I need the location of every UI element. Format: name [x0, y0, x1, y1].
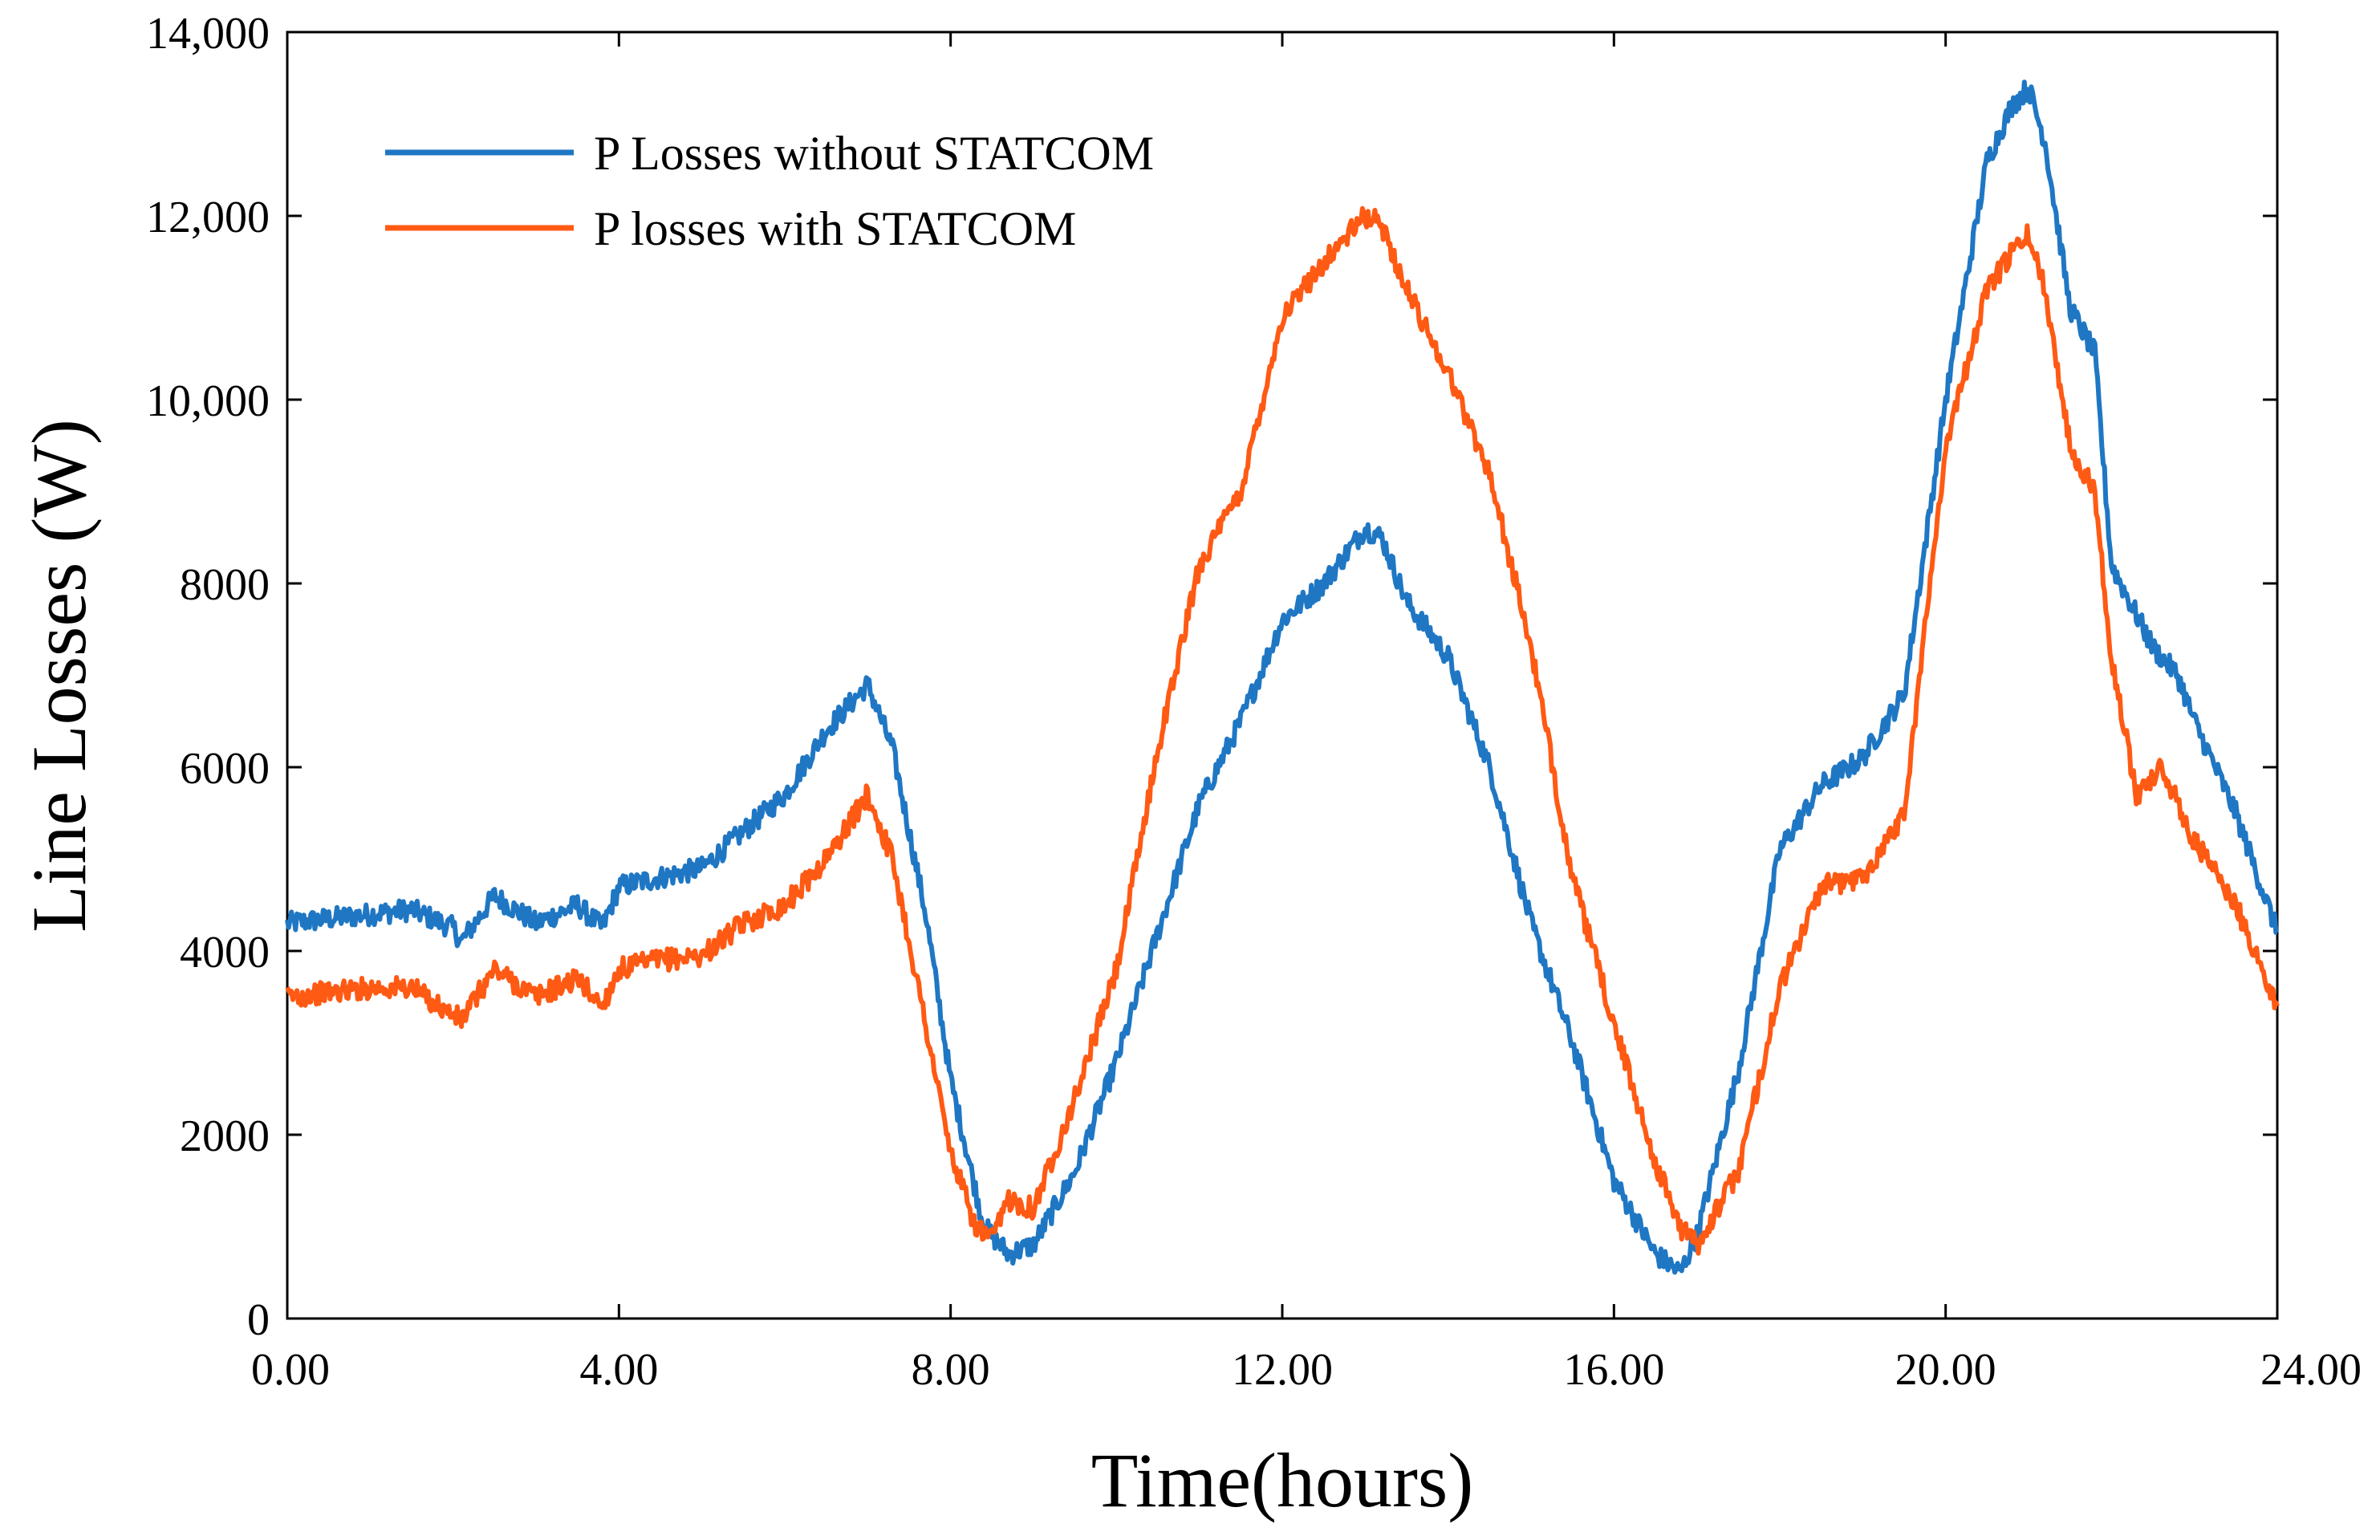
plot-frame	[286, 30, 2279, 1320]
legend-label-without-statcom: P Losses without STATCOM	[594, 127, 1154, 180]
series-lines	[285, 79, 2280, 1275]
y-tick-label: 14,000	[146, 9, 270, 59]
x-tick-label: 20.00	[1895, 1345, 1996, 1395]
y-tick-label: 2000	[180, 1111, 270, 1161]
legend-label-with-statcom: P losses with STATCOM	[594, 202, 1076, 255]
series-line-without-statcom	[285, 79, 2279, 1275]
y-tick-label: 8000	[180, 560, 270, 610]
axis-ticks	[286, 30, 2279, 1320]
x-tick-label: 12.00	[1232, 1345, 1333, 1395]
x-tick-label: 8.00	[912, 1345, 990, 1395]
y-tick-labels: 0 2000 4000 6000 8000 10,000 12,000 14,000	[146, 9, 270, 1345]
x-tick-label: 16.00	[1563, 1345, 1664, 1395]
x-tick-label: 4.00	[579, 1345, 658, 1395]
x-tick-label: 24.00	[2260, 1345, 2362, 1395]
x-tick-label: 0.00	[251, 1345, 330, 1395]
x-axis-title: Time(hours)	[1091, 1437, 1473, 1523]
y-axis-title: Line Losses (W)	[16, 419, 102, 933]
y-tick-label: 10,000	[146, 376, 270, 426]
y-tick-label: 0	[247, 1295, 270, 1345]
y-tick-label: 12,000	[146, 193, 270, 242]
y-tick-label: 4000	[180, 928, 270, 977]
x-tick-labels: 0.00 4.00 8.00 12.00 16.00 20.00 24.00	[251, 1345, 2362, 1395]
series-line-with-statcom	[285, 205, 2280, 1256]
legend: P Losses without STATCOM P losses with S…	[385, 127, 1154, 255]
y-tick-label: 6000	[180, 744, 270, 794]
